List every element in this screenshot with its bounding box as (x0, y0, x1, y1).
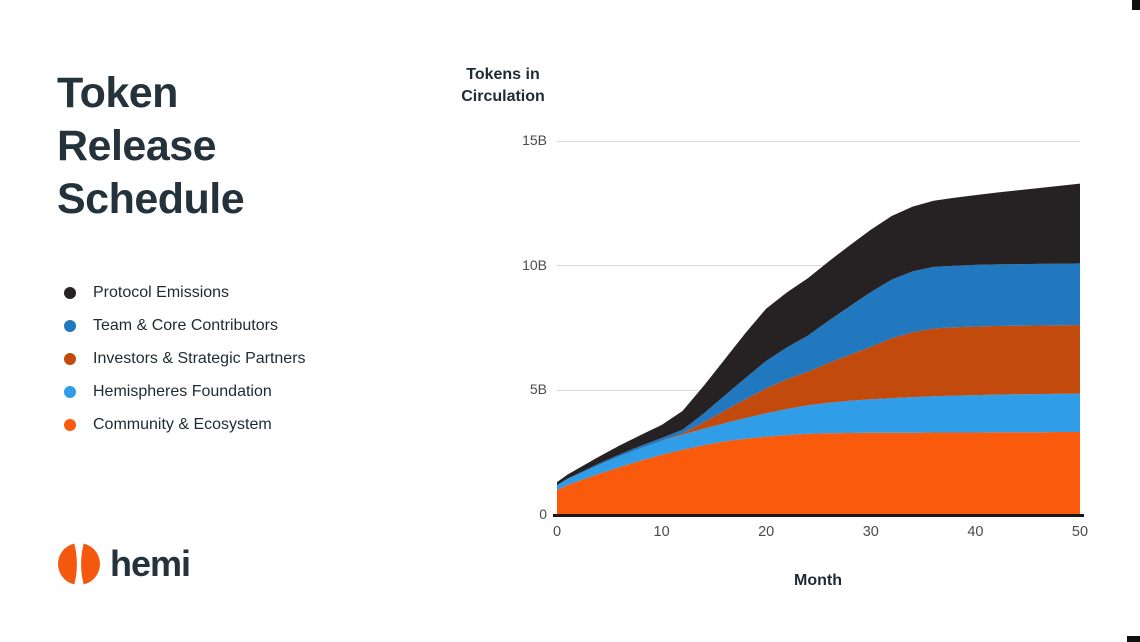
y-axis-title: Tokens in Circulation (461, 66, 545, 105)
x-axis-title: Month (794, 572, 842, 589)
legend-label: Protocol Emissions (93, 283, 230, 301)
brand-logo-text: hemi (110, 543, 191, 584)
legend-label: Hemispheres Foundation (93, 382, 272, 400)
x-tick-label-30: 30 (862, 524, 879, 540)
x-tick-label-10: 10 (653, 524, 670, 540)
legend-label: Team & Core Contributors (93, 316, 278, 334)
legend-dot-icon (64, 385, 76, 398)
hemi-logo-icon (58, 542, 100, 586)
gridline-15B (557, 140, 1080, 142)
legend-dot-icon (64, 319, 76, 332)
legend-item-investors-strategic-partners: Investors & Strategic Partners (64, 342, 306, 375)
y-tick-label-0: 0 (539, 506, 547, 522)
y-tick-label-10B: 10B (522, 256, 547, 273)
legend-label: Investors & Strategic Partners (93, 349, 306, 367)
x-tick-label-50: 50 (1071, 524, 1089, 540)
area-community-ecosystem (557, 432, 1080, 515)
x-axis-line (553, 514, 1084, 517)
legend-item-protocol-emissions: Protocol Emissions (64, 276, 306, 309)
legend-item-team-core-contributors: Team & Core Contributors (64, 309, 306, 342)
y-tick-label-5B: 5B (529, 381, 547, 398)
crop-mark-top-right (1132, 0, 1140, 10)
legend-item-hemispheres-foundation: Hemispheres Foundation (64, 375, 306, 408)
chart-plot-area (557, 126, 1080, 515)
x-tick-label-40: 40 (967, 524, 984, 540)
area-investors-strategic-partners (557, 325, 1080, 486)
area-protocol-emissions (557, 183, 1080, 486)
x-axis-tick-labels: 0 10 20 30 40 50 (553, 524, 1088, 544)
gridline-10B (557, 265, 1080, 267)
legend-label: Community & Ecosystem (93, 415, 272, 433)
legend-dot-icon (64, 352, 76, 365)
x-tick-label-0: 0 (552, 524, 562, 540)
stacked-area-chart (557, 183, 1080, 515)
legend-item-community-ecosystem: Community & Ecosystem (64, 408, 306, 441)
page-title: Token Release Schedule (57, 69, 245, 223)
legend-dot-icon (64, 418, 76, 431)
legend-dot-icon (64, 286, 76, 299)
x-tick-label-20: 20 (758, 524, 775, 540)
crop-mark-bottom-right (1127, 636, 1140, 642)
y-tick-label-15B: 15B (522, 132, 547, 148)
brand-logo: hemi (57, 542, 191, 586)
chart-legend: Protocol Emissions Team & Core Contribut… (64, 276, 306, 441)
area-hemispheres-foundation (557, 393, 1080, 491)
area-team-core-contributors (557, 263, 1080, 486)
